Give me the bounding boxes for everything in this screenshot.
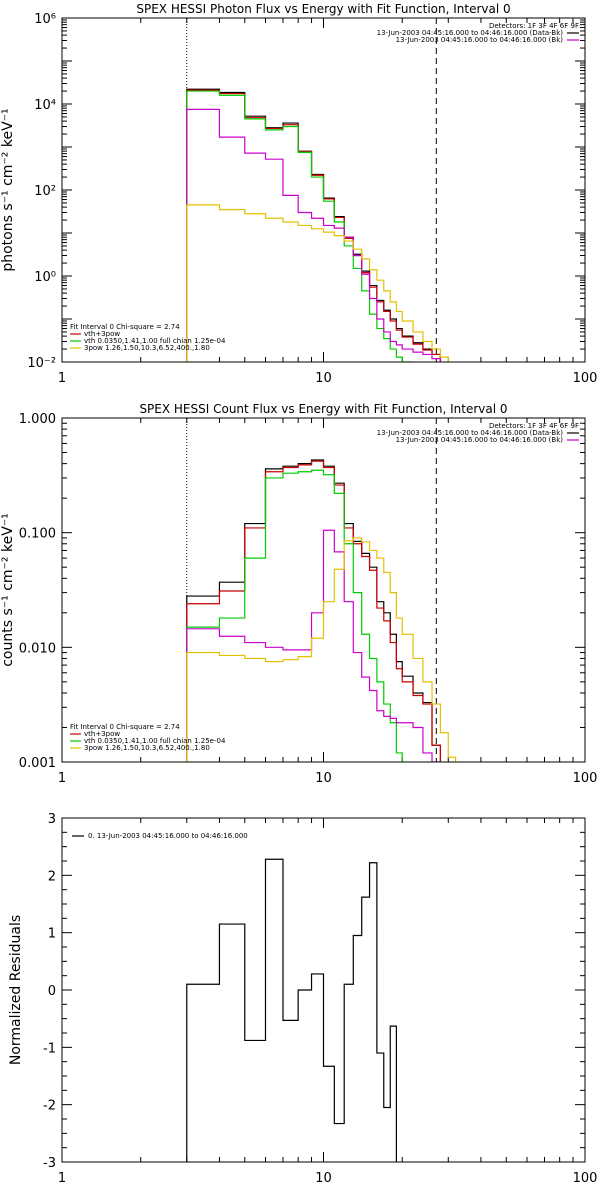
y-tick-label: 0.010: [19, 641, 56, 656]
legend-top-left-text: 0. 13-Jun-2003 04:45:16.000 to 04:46:16.…: [88, 832, 248, 840]
x-tick-label: 1: [58, 1171, 66, 1186]
x-tick-label: 100: [573, 771, 598, 786]
plot-frame: [61, 417, 586, 763]
series-group: [186, 459, 457, 762]
legend-top-right-text: Detectors: 1F 3F 4F 6F 9F: [489, 422, 579, 430]
y-axis-label: counts s⁻¹ cm⁻² keV⁻¹: [0, 513, 16, 667]
y-tick-label: 0.100: [19, 527, 56, 542]
series-group: [186, 858, 397, 1162]
series-line-2: [186, 90, 414, 362]
legend-bottom-left-text: Fit Interval 0 Chi-square = 2.74: [70, 723, 180, 731]
y-tick-label: -3: [43, 1156, 56, 1171]
y-tick-label: 10⁴: [34, 98, 56, 113]
legend-bottom-left-text: Fit Interval 0 Chi-square = 2.74: [70, 323, 180, 331]
series-line-0: [186, 459, 442, 762]
legend-bottom-left-text: 3pow 1.26,1.50,10.3,6.52,400.,1.80: [84, 344, 210, 352]
count-flux-panel: SPEX HESSI Count Flux vs Energy with Fit…: [0, 402, 597, 786]
x-tick-label: 100: [573, 1171, 598, 1186]
legend-top-right-text: 13-Jun-2003 04:45:16.000 to 04:46:16.000…: [396, 36, 564, 44]
series-line-3: [186, 108, 442, 362]
series-line-4: [186, 204, 449, 362]
y-tick-label: 10²: [34, 184, 56, 199]
y-tick-label: 10⁻²: [27, 356, 56, 371]
legend-bottom-left-text: vth+3pow: [84, 730, 120, 738]
y-tick-label: 0.001: [19, 756, 56, 771]
y-tick-label: -1: [43, 1041, 56, 1056]
chart-title: SPEX HESSI Photon Flux vs Energy with Fi…: [136, 2, 510, 16]
series-group: [186, 88, 449, 362]
y-axis-label: photons s⁻¹ cm⁻² keV⁻¹: [0, 108, 16, 271]
series-line-2: [186, 469, 403, 762]
y-tick-label: 1: [48, 927, 56, 942]
y-axis-label: Normalized Residuals: [8, 915, 24, 1065]
legend-top-right-text: Detectors: 1F 3F 4F 6F 9F: [489, 22, 579, 30]
x-tick-label: 1: [58, 371, 66, 386]
photon-flux-panel: SPEX HESSI Photon Flux vs Energy with Fi…: [0, 2, 597, 386]
y-tick-label: -2: [43, 1099, 56, 1114]
y-tick-label: 0: [48, 984, 56, 999]
residuals-panel: Normalized Residuals 1 10 100 -3 -2 -1 0 1 2 3 0. 1…: [8, 812, 597, 1186]
legend-bottom-left-text: vth+3pow: [84, 330, 120, 338]
legend-bottom-left-text: vth 0.0350,1.41,1.00 full chian 1.25e-04: [84, 337, 226, 345]
plot-frame: [61, 17, 586, 363]
legend-top-right-text: 13-Jun-2003 04:45:16.000 to 04:46:16.000…: [377, 429, 564, 437]
x-tick-label: 10: [315, 371, 332, 386]
series-line-1: [186, 460, 442, 762]
legend-top-right-text: 13-Jun-2003 04:45:16.000 to 04:46:16.000…: [396, 436, 564, 444]
y-tick-label: 10⁰: [34, 270, 56, 285]
y-tick-label: 1.000: [19, 412, 56, 427]
series-line-0: [186, 88, 442, 362]
chart-title: SPEX HESSI Count Flux vs Energy with Fit…: [139, 402, 507, 416]
series-line-3: [186, 529, 441, 762]
x-tick-label: 1: [58, 771, 66, 786]
x-tick-label: 10: [315, 1171, 332, 1186]
legend-top-right-text: 13-Jun-2003 04:45:16.000 to 04:46:16.000…: [377, 29, 564, 37]
x-tick-label: 100: [573, 371, 598, 386]
series-line-4: [186, 537, 457, 762]
y-tick-label: 2: [48, 869, 56, 884]
legend-bottom-left-text: 3pow 1.26,1.50,10.3,6.52,400.,1.80: [84, 744, 210, 752]
plot-frame: [61, 817, 586, 1163]
y-tick-label: 3: [48, 812, 56, 827]
x-tick-label: 10: [315, 771, 332, 786]
series-line-0: [186, 858, 397, 1162]
y-tick-label: 10⁶: [34, 12, 56, 27]
legend-bottom-left-text: vth 0.0350,1.41,1.00 full chian 1.25e-04: [84, 737, 226, 745]
